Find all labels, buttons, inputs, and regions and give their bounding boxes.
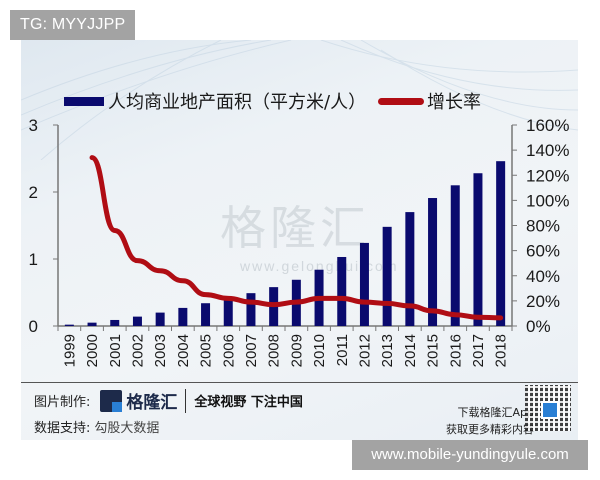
bar bbox=[132, 316, 142, 326]
app-promo-text: 获取更多精彩内容 bbox=[446, 423, 534, 436]
x-tick-label: 2005 bbox=[198, 334, 215, 367]
bar bbox=[359, 242, 369, 326]
x-tick-label: 1999 bbox=[61, 334, 78, 367]
left-tick-label: 0 bbox=[29, 317, 38, 336]
right-tick-label: 20% bbox=[526, 292, 560, 311]
x-tick-label: 2012 bbox=[356, 334, 373, 367]
bar bbox=[178, 307, 188, 326]
app-download-text: 下载格隆汇App bbox=[457, 406, 535, 419]
bar bbox=[201, 303, 211, 326]
qr-logo-icon bbox=[541, 401, 559, 419]
chart-watermark: 格隆汇 bbox=[220, 201, 370, 255]
data-source-value: 勾股大数据 bbox=[94, 421, 160, 436]
legend-line-swatch bbox=[378, 97, 424, 105]
bar bbox=[246, 293, 256, 326]
made-by-label: 图片制作: bbox=[34, 395, 91, 410]
data-source-label: 数据支持: bbox=[34, 421, 91, 436]
bar bbox=[450, 185, 460, 326]
chart-card bbox=[21, 40, 578, 440]
legend-bar-label: 人均商业地产面积（平方米/人） bbox=[108, 92, 367, 113]
chart-watermark-url: www.gelonghui.com bbox=[240, 258, 399, 274]
x-tick-label: 2003 bbox=[152, 334, 169, 367]
right-tick-label: 100% bbox=[526, 191, 569, 210]
left-tick-label: 3 bbox=[29, 116, 38, 135]
x-tick-label: 2016 bbox=[447, 334, 464, 367]
bar bbox=[496, 161, 506, 326]
bar bbox=[110, 319, 120, 326]
x-tick-label: 2000 bbox=[84, 334, 101, 367]
bar bbox=[64, 324, 74, 326]
x-tick-label: 2017 bbox=[470, 334, 487, 367]
footer-divider bbox=[21, 382, 578, 383]
left-tick-label: 2 bbox=[29, 183, 38, 202]
right-tick-label: 60% bbox=[526, 242, 560, 261]
right-tick-label: 80% bbox=[526, 217, 560, 236]
bar bbox=[223, 297, 233, 326]
logo-g-icon bbox=[100, 389, 123, 412]
right-tick-label: 160% bbox=[526, 116, 569, 135]
background-decoration bbox=[21, 40, 578, 160]
x-tick-label: 2006 bbox=[220, 334, 237, 367]
x-tick-label: 2011 bbox=[334, 334, 351, 366]
x-tick-label: 2015 bbox=[425, 334, 442, 367]
footer-made-by: 图片制作: 格隆汇 全球视野 下注中国 bbox=[34, 388, 303, 413]
left-tick-label: 1 bbox=[29, 250, 38, 269]
legend-item-line: 增长率 bbox=[378, 88, 481, 114]
x-tick-label: 2008 bbox=[266, 334, 283, 367]
bar bbox=[155, 312, 165, 326]
x-tick-label: 2009 bbox=[288, 334, 305, 367]
x-tick-label: 2013 bbox=[379, 334, 396, 367]
top-watermark-badge: TG: MYYJJPP bbox=[10, 10, 136, 40]
bar bbox=[405, 212, 415, 326]
logo-text: 格隆汇 bbox=[126, 393, 178, 413]
bar bbox=[473, 173, 483, 326]
right-tick-label: 140% bbox=[526, 141, 569, 160]
x-tick-label: 2004 bbox=[175, 334, 192, 367]
x-tick-label: 2010 bbox=[311, 334, 328, 367]
legend-line-label: 增长率 bbox=[427, 92, 481, 113]
x-tick-label: 2007 bbox=[243, 334, 260, 367]
bottom-watermark-badge: www.mobile-yundingyule.com bbox=[352, 440, 588, 470]
footer-data-source: 数据支持: 勾股大数据 bbox=[34, 417, 159, 436]
bar bbox=[428, 198, 438, 326]
x-tick-label: 2002 bbox=[129, 334, 146, 367]
bar bbox=[87, 322, 97, 326]
legend-bar-swatch bbox=[64, 96, 104, 106]
x-tick-label: 2014 bbox=[402, 334, 419, 367]
x-tick-label: 2001 bbox=[107, 334, 124, 367]
gelonghui-logo: 格隆汇 bbox=[100, 388, 177, 413]
right-tick-label: 40% bbox=[526, 267, 560, 286]
right-tick-label: 0% bbox=[526, 317, 551, 336]
slogan: 全球视野 下注中国 bbox=[194, 395, 303, 410]
bar bbox=[382, 226, 392, 326]
growth-rate-line bbox=[89, 155, 504, 321]
x-tick-label: 2018 bbox=[493, 334, 510, 367]
bar bbox=[337, 256, 347, 326]
right-tick-label: 120% bbox=[526, 166, 569, 185]
logo-separator bbox=[185, 388, 187, 413]
legend-item-bar: 人均商业地产面积（平方米/人） bbox=[64, 88, 366, 114]
